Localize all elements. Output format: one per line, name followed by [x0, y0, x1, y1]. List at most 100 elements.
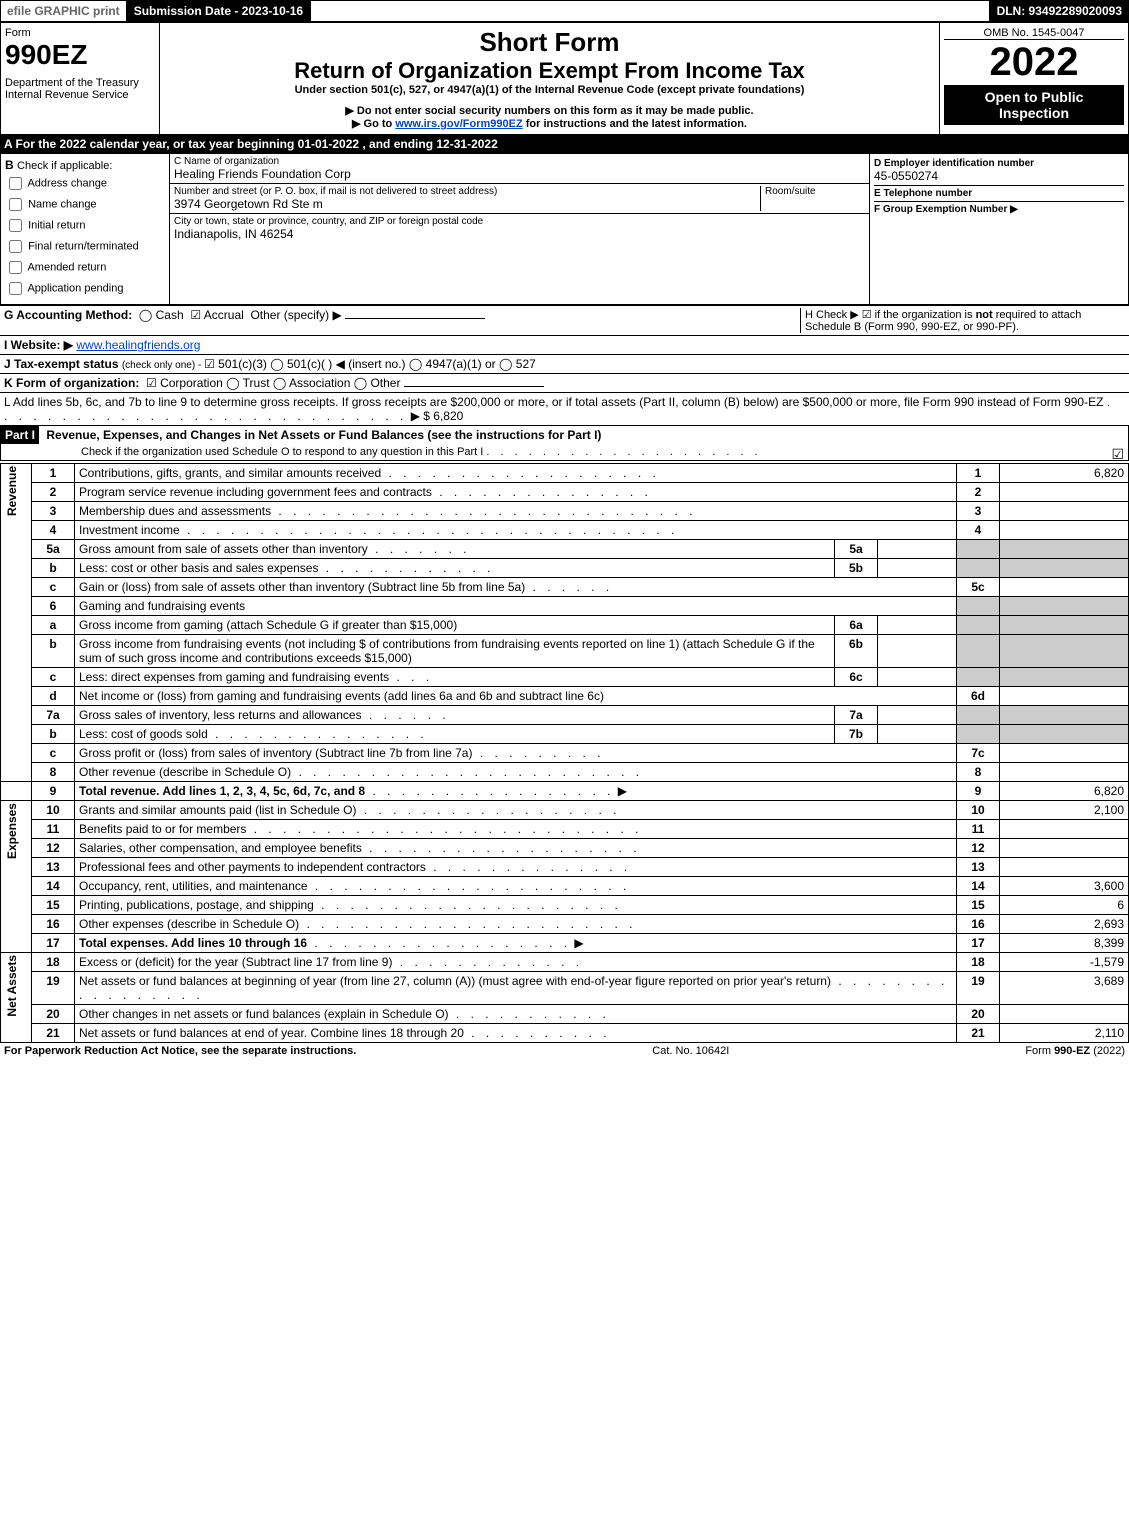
form-header: Form 990EZ Department of the Treasury In…: [0, 22, 1129, 135]
chk-name-change[interactable]: Name change: [5, 195, 165, 214]
l7a-text: Gross sales of inventory, less returns a…: [79, 708, 362, 722]
l5c-text: Gain or (loss) from sale of assets other…: [79, 580, 525, 594]
line-j: J Tax-exempt status (check only one) - ☑…: [0, 354, 1129, 373]
chk-amended-return-label: Amended return: [27, 261, 106, 273]
l6-num: 6: [32, 597, 75, 616]
l11-num: 11: [32, 820, 75, 839]
l3-text: Membership dues and assessments: [79, 504, 271, 518]
l18-num: 18: [32, 953, 75, 972]
goto-link[interactable]: www.irs.gov/Form990EZ: [395, 118, 522, 130]
k-opts: ☑ Corporation ◯ Trust ◯ Association ◯ Ot…: [146, 376, 400, 390]
part-i-header: Part I Revenue, Expenses, and Changes in…: [0, 425, 1129, 461]
l9-text: Total revenue. Add lines 1, 2, 3, 4, 5c,…: [79, 784, 365, 798]
l5c-rn: 5c: [957, 578, 1000, 597]
l8-text: Other revenue (describe in Schedule O): [79, 765, 291, 779]
l6d-text: Net income or (loss) from gaming and fun…: [79, 689, 604, 703]
l14-num: 14: [32, 877, 75, 896]
chk-application-pending[interactable]: Application pending: [5, 279, 165, 298]
j-label: J Tax-exempt status: [4, 357, 122, 371]
l10-rn: 10: [957, 801, 1000, 820]
submission-date: Submission Date - 2023-10-16: [127, 0, 310, 22]
footer-right: Form 990-EZ (2022): [1025, 1045, 1125, 1057]
l6d-rn: 6d: [957, 687, 1000, 706]
l3-rn: 3: [957, 502, 1000, 521]
l11-val: [1000, 820, 1129, 839]
chk-final-return[interactable]: Final return/terminated: [5, 237, 165, 256]
l2-val: [1000, 483, 1129, 502]
l9-val: 6,820: [1000, 782, 1129, 801]
dln-label: DLN: 93492289020093: [990, 0, 1129, 22]
l17-num: 17: [32, 934, 75, 953]
chk-initial-return[interactable]: Initial return: [5, 216, 165, 235]
expenses-side-label: Expenses: [5, 803, 19, 859]
org-city: Indianapolis, IN 46254: [174, 227, 865, 241]
form-number: 990EZ: [5, 39, 155, 71]
l8-rn: 8: [957, 763, 1000, 782]
l5b-text: Less: cost or other basis and sales expe…: [79, 561, 318, 575]
l12-num: 12: [32, 839, 75, 858]
org-name: Healing Friends Foundation Corp: [174, 167, 865, 181]
c-room-label: Room/suite: [765, 186, 865, 197]
website-link[interactable]: www.healingfriends.org: [76, 338, 200, 352]
l7b-text: Less: cost of goods sold: [79, 727, 208, 741]
g-other: Other (specify) ▶: [250, 308, 341, 322]
efile-label: efile GRAPHIC print: [0, 0, 127, 22]
l15-num: 15: [32, 896, 75, 915]
open-to-public: Open to Public Inspection: [944, 85, 1124, 125]
l5a-sv: [878, 540, 957, 559]
col-def: D Employer identification number 45-0550…: [870, 154, 1128, 304]
l21-val: 2,110: [1000, 1024, 1129, 1043]
part-i-check: ☑: [1111, 446, 1124, 463]
l5c-num: c: [32, 578, 75, 597]
l17-text: Total expenses. Add lines 10 through 16: [79, 936, 307, 950]
tax-year: 2022: [944, 40, 1124, 85]
l20-text: Other changes in net assets or fund bala…: [79, 1007, 449, 1021]
dept-label: Department of the Treasury: [5, 77, 155, 89]
l15-rn: 15: [957, 896, 1000, 915]
irs-label: Internal Revenue Service: [5, 89, 155, 101]
l6c-sv: [878, 668, 957, 687]
line-l: L Add lines 5b, 6c, and 7b to line 9 to …: [0, 392, 1129, 425]
l15-text: Printing, publications, postage, and shi…: [79, 898, 314, 912]
chk-address-change-label: Address change: [27, 177, 107, 189]
ein-value: 45-0550274: [874, 169, 1124, 183]
i-label: I Website: ▶: [4, 338, 73, 352]
l1-text: Contributions, gifts, grants, and simila…: [79, 466, 381, 480]
chk-address-change[interactable]: Address change: [5, 174, 165, 193]
chk-initial-return-label: Initial return: [28, 219, 85, 231]
l18-val: -1,579: [1000, 953, 1129, 972]
l16-rn: 16: [957, 915, 1000, 934]
line-g: G Accounting Method: ◯ Cash ☑ Accrual Ot…: [4, 308, 800, 333]
section-bcdef: B Check if applicable: Address change Na…: [0, 153, 1129, 305]
l5b-sn: 5b: [835, 559, 878, 578]
l13-val: [1000, 858, 1129, 877]
l7c-rn: 7c: [957, 744, 1000, 763]
chk-amended-return[interactable]: Amended return: [5, 258, 165, 277]
netassets-side-label: Net Assets: [5, 955, 19, 1017]
l19-num: 19: [32, 972, 75, 1005]
l14-text: Occupancy, rent, utilities, and maintena…: [79, 879, 308, 893]
l4-text: Investment income: [79, 523, 180, 537]
chk-final-return-label: Final return/terminated: [28, 240, 139, 252]
l13-num: 13: [32, 858, 75, 877]
l7a-sn: 7a: [835, 706, 878, 725]
l6d-num: d: [32, 687, 75, 706]
l5b-sv: [878, 559, 957, 578]
part-i-title: Revenue, Expenses, and Changes in Net As…: [42, 426, 605, 444]
l21-num: 21: [32, 1024, 75, 1043]
l16-text: Other expenses (describe in Schedule O): [79, 917, 299, 931]
line-i: I Website: ▶ www.healingfriends.org: [0, 335, 1129, 354]
line-k: K Form of organization: ☑ Corporation ◯ …: [0, 373, 1129, 392]
l6b-sv: [878, 635, 957, 668]
l8-val: [1000, 763, 1129, 782]
l13-rn: 13: [957, 858, 1000, 877]
l2-num: 2: [32, 483, 75, 502]
goto-note: ▶ Go to www.irs.gov/Form990EZ for instru…: [164, 117, 935, 130]
l1-val: 6,820: [1000, 464, 1129, 483]
l19-rn: 19: [957, 972, 1000, 1005]
l19-text: Net assets or fund balances at beginning…: [79, 974, 831, 988]
donot-note: ▶ Do not enter social security numbers o…: [164, 104, 935, 117]
l16-val: 2,693: [1000, 915, 1129, 934]
g-cash: Cash: [156, 308, 184, 322]
footer-left: For Paperwork Reduction Act Notice, see …: [4, 1045, 356, 1057]
